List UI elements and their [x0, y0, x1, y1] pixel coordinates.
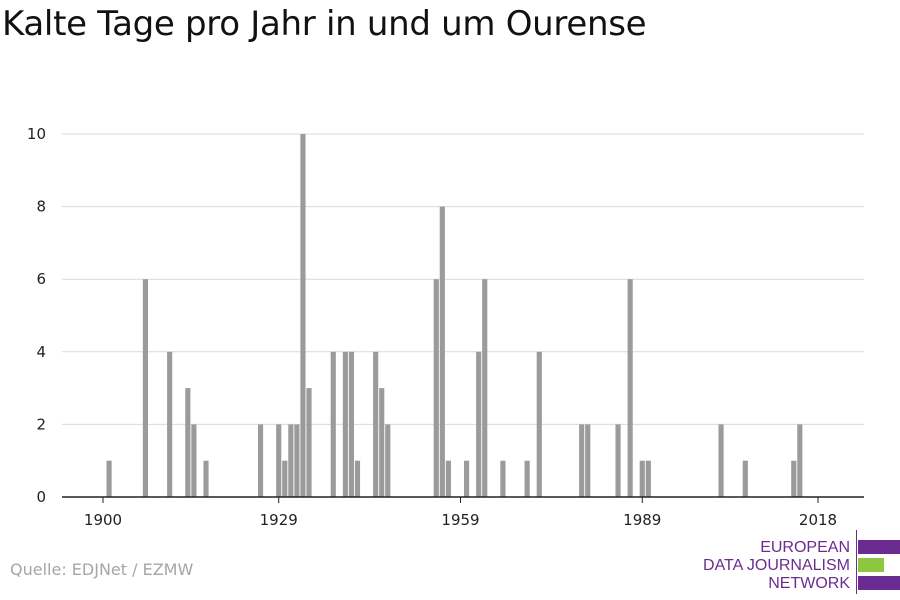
edjnet-logo: EUROPEAN DATA JOURNALISM NETWORK [700, 530, 900, 594]
bar-1941 [348, 351, 355, 497]
bar-1990 [645, 460, 651, 497]
logo-bar-green [858, 558, 884, 572]
bar-2002 [718, 424, 724, 497]
bar-1956 [439, 206, 445, 497]
logo-bar-purple-bottom [858, 576, 900, 590]
gridlines [62, 133, 864, 425]
bar-1932 [294, 424, 300, 497]
bars [106, 134, 803, 497]
bar-1929 [276, 424, 282, 497]
bar-1934 [306, 388, 312, 497]
chart-title: Kalte Tage pro Jahr in und um Ourense [2, 4, 647, 44]
bar-1901 [106, 460, 112, 497]
bar-1955 [433, 279, 439, 497]
bar-1911 [167, 351, 173, 497]
bar-1946 [379, 388, 385, 497]
bar-1963 [482, 279, 488, 497]
bar-1933 [300, 134, 306, 497]
bar-1930 [282, 460, 288, 497]
y-tick-label-4: 4 [36, 343, 46, 361]
x-tick-label-1929: 1929 [260, 511, 298, 529]
bar-1942 [354, 460, 361, 497]
bar-1962 [476, 351, 482, 497]
bar-1945 [373, 351, 379, 497]
bar-1972 [536, 351, 542, 497]
y-tick-label-0: 0 [36, 488, 46, 506]
bar-1966 [500, 460, 506, 497]
bar-1957 [445, 460, 451, 497]
bar-1987 [627, 279, 633, 497]
y-tick-label-6: 6 [36, 270, 46, 288]
bar-1989 [639, 460, 645, 497]
logo-divider [856, 530, 857, 594]
logo-line-network: NETWORK [768, 575, 850, 592]
bar-1947 [385, 424, 391, 497]
x-tick-label-1959: 1959 [441, 511, 479, 529]
bar-2015 [797, 424, 803, 497]
bar-1979 [579, 424, 585, 497]
bar-1907 [142, 279, 148, 497]
y-tick-labels: 0 2 4 6 8 10 [27, 125, 46, 506]
bar-1915 [191, 424, 197, 497]
bar-1940 [342, 351, 348, 497]
bar-1931 [288, 424, 294, 497]
source-note: Quelle: EDJNet / EZMW [10, 560, 194, 579]
logo-line-european: EUROPEAN [760, 539, 850, 556]
bar-1960 [463, 460, 470, 497]
x-tick-label-1900: 1900 [84, 511, 122, 529]
bar-1970 [524, 460, 530, 497]
bar-1926 [257, 424, 264, 497]
bar-2006 [742, 460, 748, 497]
bar-1914 [185, 388, 191, 497]
x-ticks: 1900 1929 1959 1989 2018 [84, 497, 837, 529]
logo-line-data-journalism: DATA JOURNALISM [703, 557, 850, 574]
bar-2014 [791, 460, 797, 497]
bar-1985 [615, 424, 621, 497]
x-tick-label-2018: 2018 [799, 511, 837, 529]
bar-1938 [330, 351, 336, 497]
y-tick-label-10: 10 [27, 125, 46, 143]
y-tick-label-2: 2 [36, 415, 46, 433]
logo-bar-purple-top [858, 540, 900, 554]
bar-1917 [203, 460, 209, 497]
bar-1980 [585, 424, 591, 497]
x-tick-label-1989: 1989 [623, 511, 661, 529]
y-tick-label-8: 8 [36, 198, 46, 216]
